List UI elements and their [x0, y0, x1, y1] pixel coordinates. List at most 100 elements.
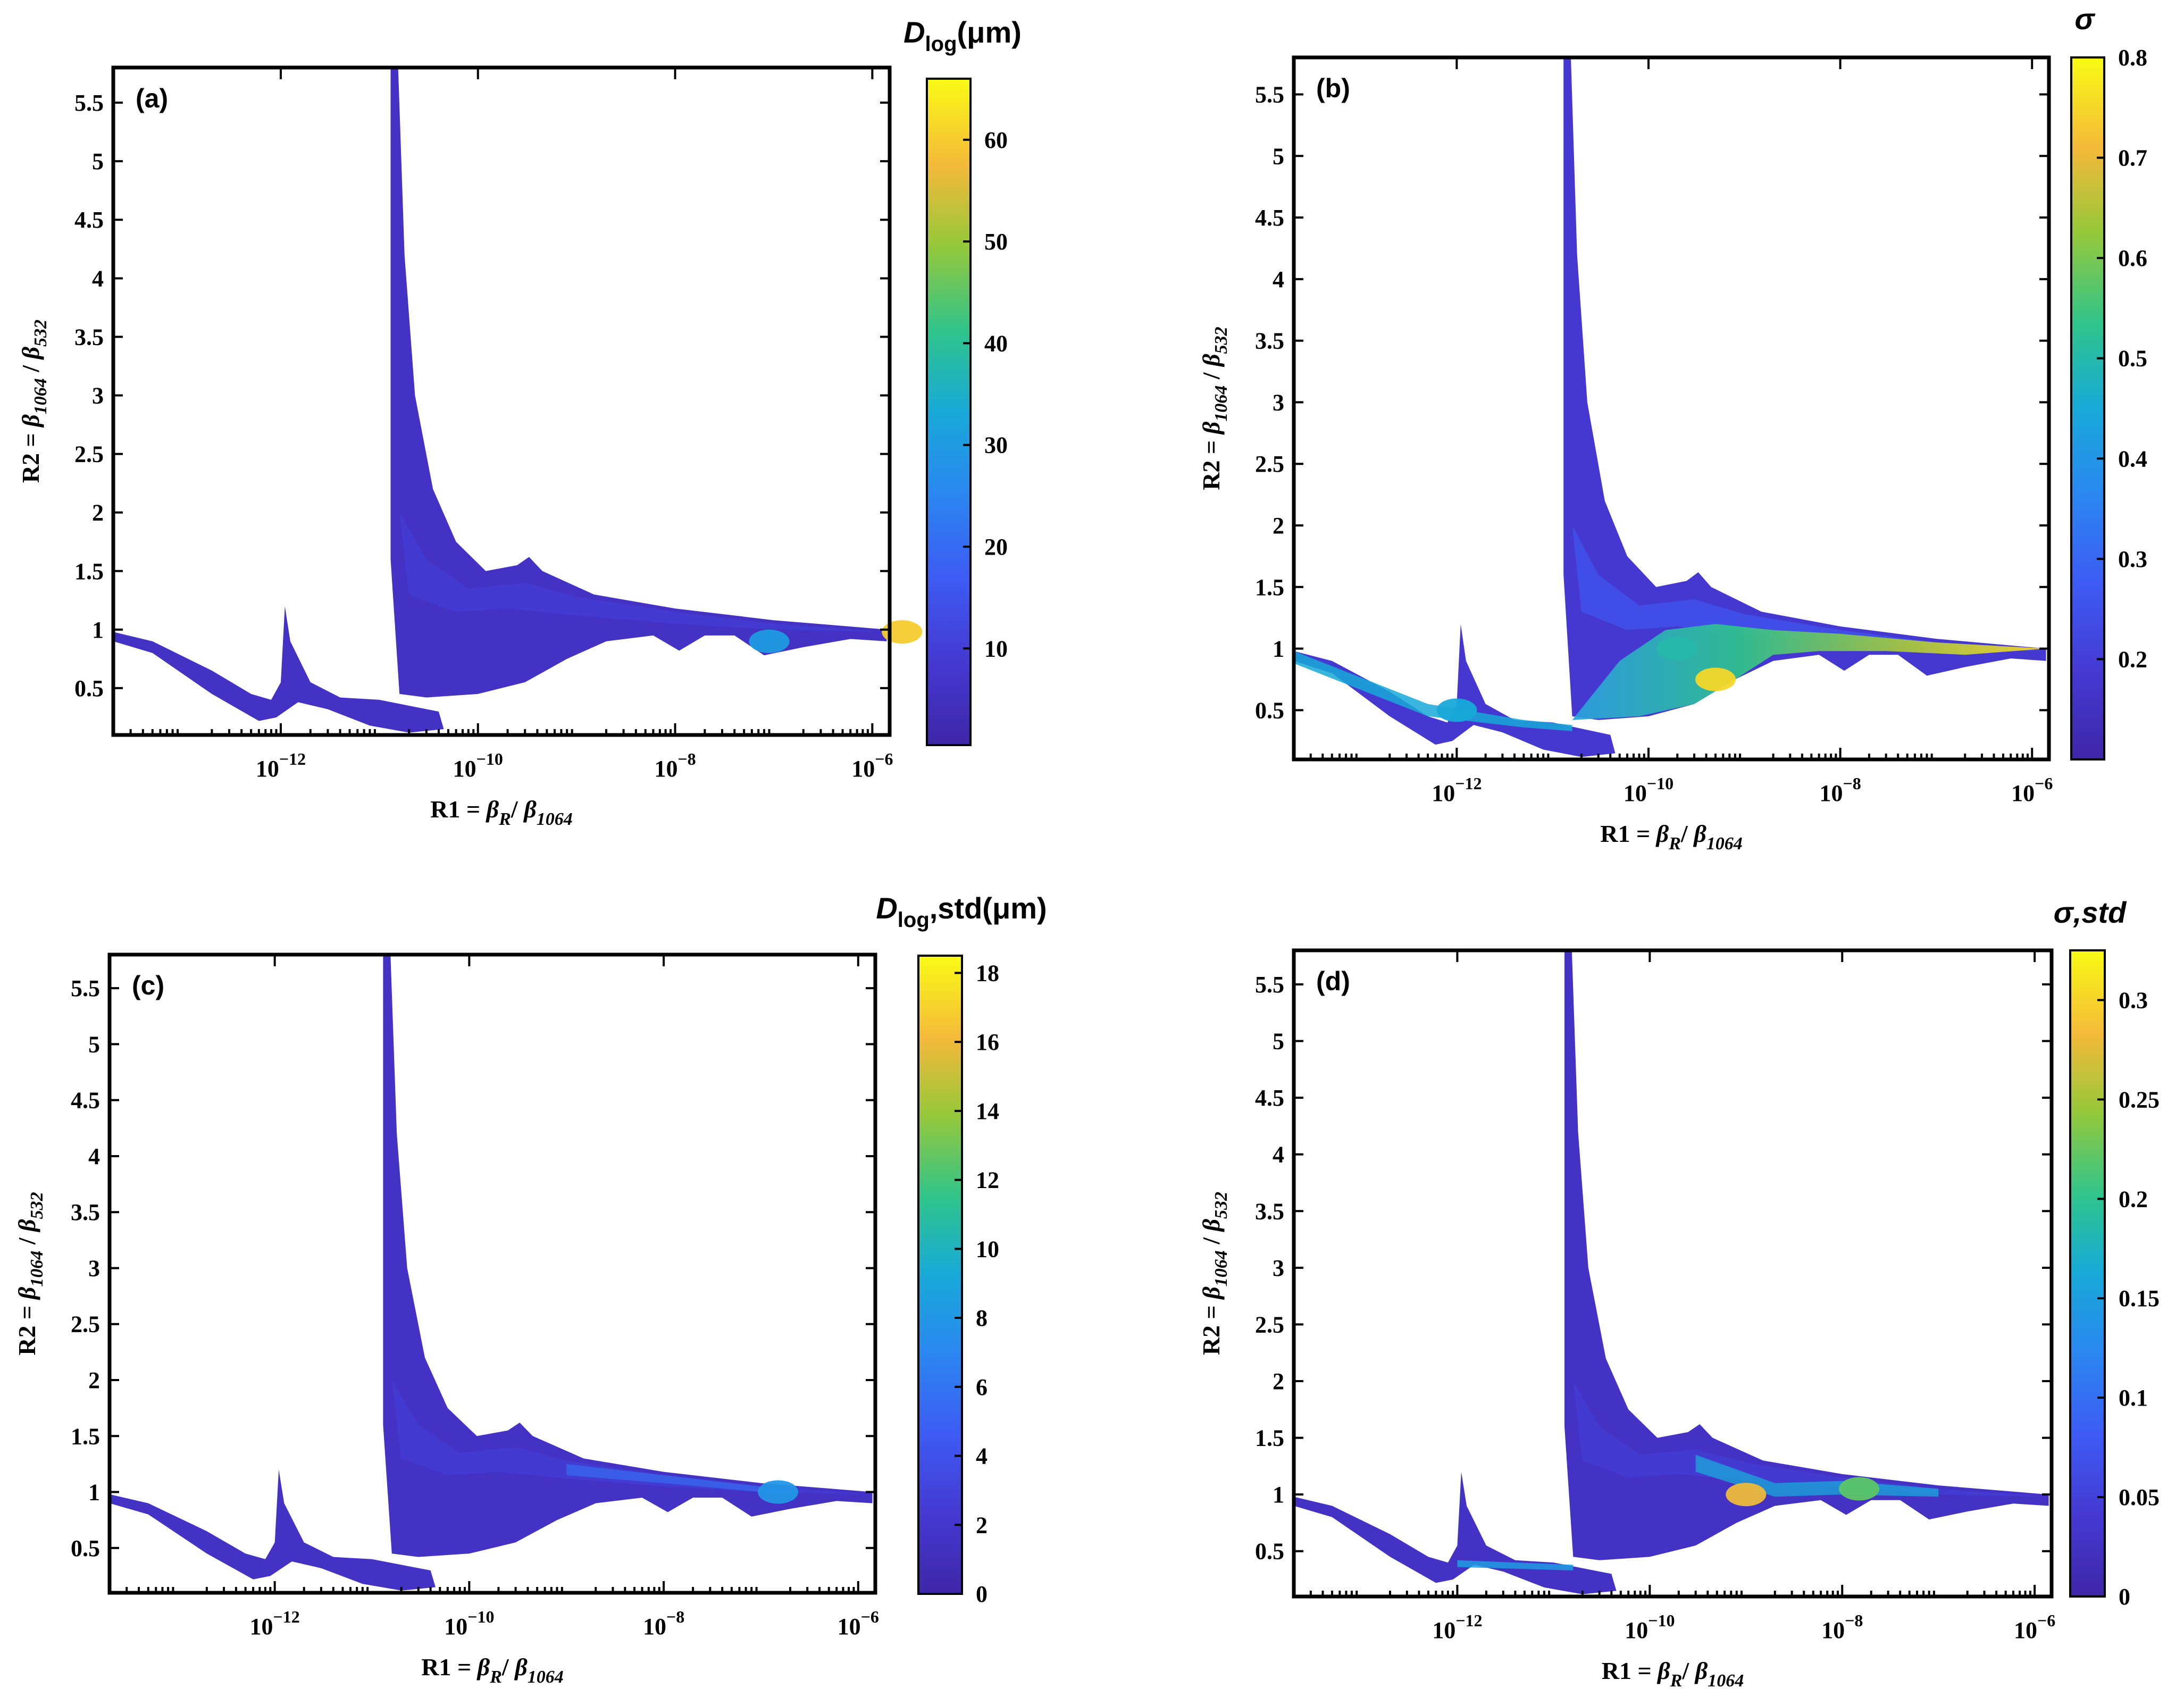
- colorbar-title: σ,std: [2054, 896, 2128, 929]
- colorbar-tick-label: 0.05: [2119, 1484, 2160, 1510]
- y-axis-label: R2 = β1064 / β532: [1198, 327, 1231, 490]
- x-axis-label: R1 = βR/ β1064: [421, 1653, 564, 1687]
- y-tick-label: 5.5: [74, 90, 104, 116]
- highlight-mark-0: [1695, 667, 1736, 691]
- region-left-arm: [1294, 624, 1616, 757]
- x-tick-label: 10−10: [1624, 774, 1673, 806]
- colorbar-tick-label: 6: [976, 1374, 988, 1400]
- colorbar: [2071, 57, 2104, 759]
- x-tick-label-exp: −12: [1455, 774, 1482, 793]
- y-label-a: R2 =: [13, 1299, 40, 1355]
- y-tick-label: 2: [92, 500, 104, 526]
- highlight-mark-1: [1839, 1477, 1880, 1501]
- x-axis-label: R1 = βR/ β1064: [1602, 1657, 1744, 1691]
- region-main: [390, 68, 887, 698]
- x-tick-label-base: 10: [1819, 780, 1843, 806]
- x-tick-label-base: 10: [654, 756, 677, 782]
- x-tick-label: 10−12: [1432, 1611, 1482, 1643]
- colorbar-title-rest: (μm): [957, 15, 1022, 49]
- x-tick-label: 10−12: [1432, 774, 1482, 806]
- colorbar-frame: [2070, 56, 2105, 760]
- colorbar-tick-label: 0.5: [2118, 346, 2147, 372]
- x-tick-label-base: 10: [1624, 780, 1647, 806]
- y-label-sub: 1064: [1211, 386, 1231, 422]
- y-label-sub2: 532: [31, 320, 51, 347]
- y-tick-label: 1.5: [74, 558, 104, 584]
- y-tick-label: 3.5: [71, 1199, 100, 1225]
- x-label-slash: /: [501, 1653, 515, 1681]
- x-tick-label: 10−12: [250, 1607, 300, 1640]
- y-tick-label: 3: [1273, 389, 1284, 415]
- x-tick-label-base: 10: [2011, 780, 2035, 806]
- y-tick-label: 3.5: [1255, 1198, 1284, 1224]
- y-tick-label: 0.5: [74, 675, 104, 701]
- colorbar-tick-label: 0.1: [2119, 1385, 2148, 1411]
- x-tick-label-base: 10: [1432, 1617, 1455, 1643]
- highlight-mark-0: [882, 620, 923, 644]
- y-tick-label: 4.5: [71, 1088, 100, 1114]
- x-label-sub2: 1064: [1708, 1671, 1744, 1691]
- x-label-slash: /: [1681, 1657, 1695, 1684]
- panel-b: 0.511.522.533.544.555.510−12 10−10 10−8 10−…: [1198, 2, 2147, 854]
- y-label-beta2: β: [1198, 1218, 1225, 1232]
- y-label-sub: 1064: [31, 378, 51, 414]
- colorbar-tick-label: 40: [984, 330, 1008, 356]
- colorbar-tick-label: 10: [976, 1236, 999, 1262]
- panel-c: 0.511.522.533.544.555.510−12 10−10 10−8 10−…: [13, 891, 1047, 1687]
- panel-label: (a): [136, 83, 168, 113]
- y-label-slash: /: [17, 359, 44, 378]
- colorbar-title: Dlog(μm): [903, 15, 1022, 56]
- y-tick-label: 3: [88, 1255, 100, 1281]
- x-tick-label-base: 10: [250, 1614, 273, 1640]
- x-tick-label-exp: −6: [875, 749, 893, 768]
- colorbar-tick-label: 14: [976, 1098, 999, 1124]
- colorbar-title-sub: log: [925, 32, 957, 56]
- x-axis-label: R1 = βR/ β1064: [430, 796, 573, 829]
- highlight-mark-0: [758, 1480, 799, 1504]
- y-tick-label: 4.5: [74, 207, 104, 233]
- plot-frame: [111, 65, 892, 737]
- panel-label: (d): [1316, 966, 1350, 996]
- colorbar-tick-label: 60: [984, 127, 1008, 153]
- panel-d: 0.511.522.533.544.555.510−12 10−10 10−8 10−…: [1198, 896, 2160, 1691]
- colorbar-title-main: σ: [2074, 2, 2095, 36]
- y-tick-label: 3: [1273, 1255, 1284, 1281]
- colorbar-title-sub: log: [898, 908, 930, 932]
- region-std-low-band: [1457, 1560, 1574, 1570]
- y-tick-label: 1: [1273, 1482, 1284, 1508]
- y-tick-label: 0.5: [71, 1535, 100, 1561]
- colorbar-tick-label: 0.8: [2118, 45, 2147, 71]
- colorbar-frame: [917, 955, 963, 1595]
- x-tick-label-exp: −12: [273, 1607, 300, 1626]
- colorbar-tick-label: 16: [976, 1029, 999, 1055]
- x-tick-label-base: 10: [453, 756, 476, 782]
- colorbar-tick-label: 0.7: [2118, 145, 2147, 171]
- x-tick-label: 10−8: [643, 1607, 684, 1640]
- x-tick-label-exp: −6: [861, 1607, 879, 1626]
- y-tick-label: 1: [92, 617, 104, 643]
- colorbar-tick-label: 0: [976, 1581, 988, 1607]
- x-tick-label: 10−6: [851, 749, 893, 782]
- x-tick-label-exp: −10: [1647, 774, 1673, 793]
- colorbar-tick-label: 0: [2119, 1584, 2130, 1610]
- colorbar: [918, 956, 962, 1594]
- colorbar-title-main: σ,std: [2054, 896, 2128, 929]
- panel-label: (c): [132, 971, 164, 1000]
- y-label-a: R2 =: [17, 427, 44, 483]
- plot-area-1: [1294, 57, 2046, 757]
- highlight-mark-0: [1726, 1483, 1767, 1507]
- plot-frame: [1292, 55, 2051, 762]
- x-label-a: R1 =: [421, 1653, 477, 1681]
- y-tick-label: 1: [88, 1480, 100, 1506]
- x-tick-label: 10−8: [1819, 774, 1861, 806]
- x-label-slash: /: [511, 796, 524, 823]
- x-tick-label: 10−8: [654, 749, 696, 782]
- panels-layer: 0.511.522.533.544.555.510−12 10−10 10−8 10−…: [13, 2, 2160, 1691]
- y-tick-label: 2.5: [74, 441, 104, 467]
- x-tick-label-base: 10: [838, 1614, 861, 1640]
- y-tick-label: 5.5: [1255, 81, 1284, 107]
- x-label-sub2: 1064: [528, 1667, 564, 1687]
- y-label-beta: β: [1198, 1286, 1225, 1300]
- y-tick-label: 2.5: [1255, 451, 1284, 477]
- x-tick-label-base: 10: [643, 1614, 666, 1640]
